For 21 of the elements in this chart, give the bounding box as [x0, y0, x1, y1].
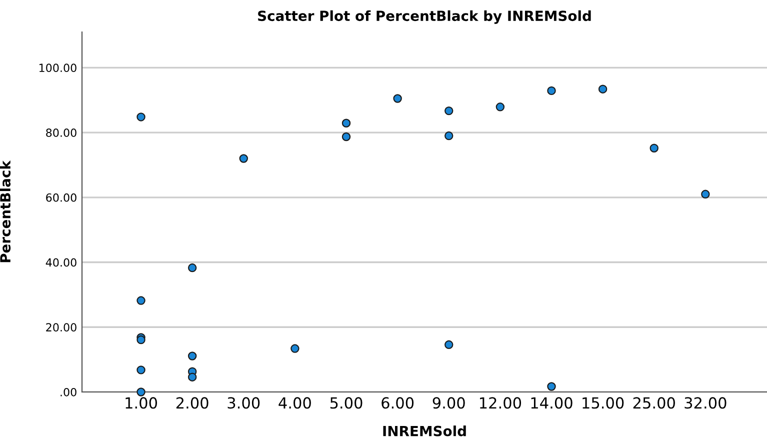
x-tick-label: 2.00 — [176, 397, 208, 409]
x-tick-label: 32.00 — [684, 397, 726, 409]
x-tick-label: 3.00 — [228, 397, 260, 409]
x-tick-label: 15.00 — [582, 397, 624, 409]
y-tick-label: 100.00 — [39, 64, 76, 72]
x-tick-label: 25.00 — [633, 397, 675, 409]
x-tick-label: 1.00 — [126, 397, 157, 409]
y-tick-label: 80.00 — [46, 128, 76, 137]
x-tick-label: 14.00 — [531, 397, 572, 409]
y-axis-title: PercentBlack — [0, 160, 11, 262]
x-axis-title: INREMSold — [383, 426, 466, 436]
x-tick-label: 5.00 — [330, 397, 362, 409]
x-tick-label: 9.00 — [432, 397, 465, 409]
y-tick-label: 60.00 — [46, 193, 76, 202]
x-tick-label: 4.00 — [278, 397, 311, 409]
x-tick-label: 6.00 — [382, 397, 414, 409]
y-tick-label: .00 — [60, 388, 76, 396]
y-tick-label: 40.00 — [46, 258, 76, 267]
x-tick-label: 12.00 — [480, 397, 522, 409]
chart-title: Scatter Plot of PercentBlack by INREMSold — [258, 10, 591, 24]
y-tick-label: 20.00 — [46, 323, 76, 332]
